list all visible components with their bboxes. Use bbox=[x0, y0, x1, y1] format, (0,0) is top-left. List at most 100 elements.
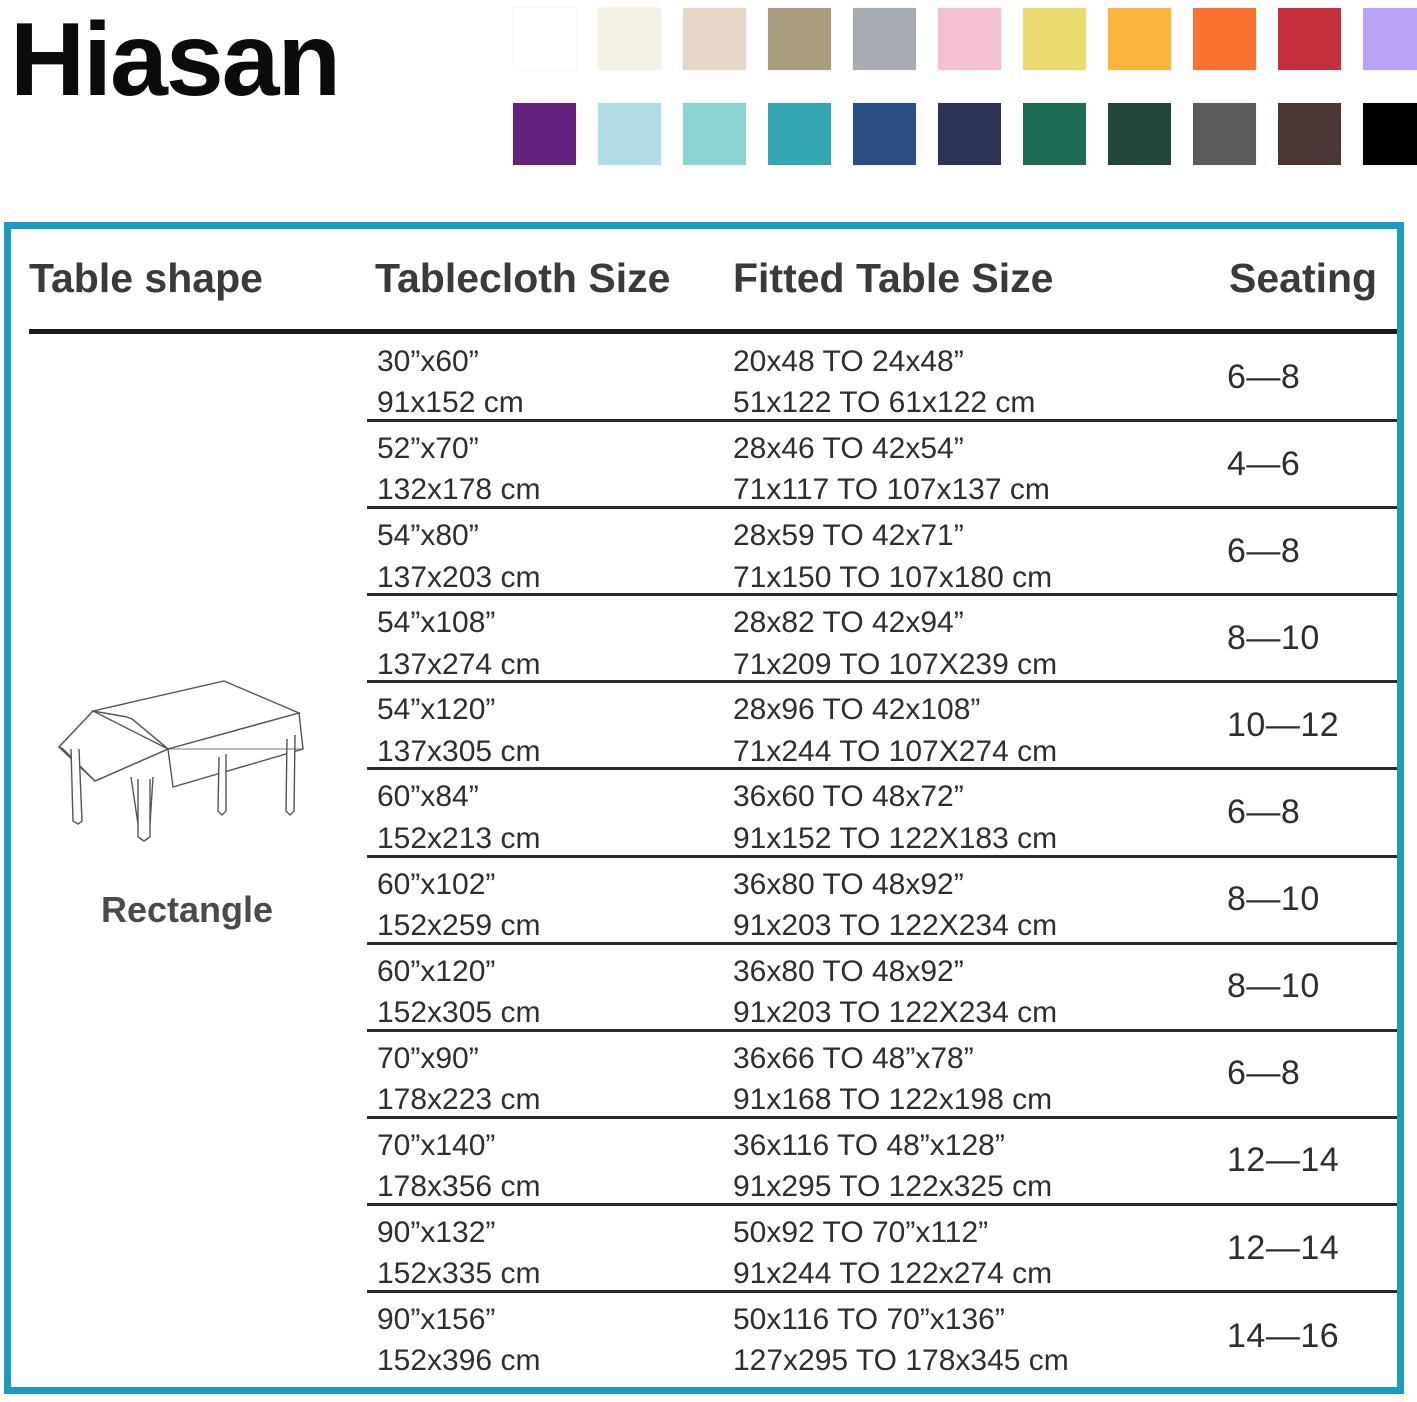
cell-fitted-table-size: 36x66 TO 48”x78” 91x168 TO 122x198 cm bbox=[733, 1038, 1052, 1121]
cell-fitted-table-size: 28x59 TO 42x71” 71x150 TO 107x180 cm bbox=[733, 515, 1052, 598]
color-swatch-lavender[interactable] bbox=[1363, 8, 1417, 70]
tablecloth-size-cm: 91x152 cm bbox=[377, 386, 524, 420]
fitted-size-cm: 71x209 TO 107X239 cm bbox=[733, 647, 1058, 681]
cell-tablecloth-size: 70”x140” 178x356 cm bbox=[377, 1125, 540, 1208]
fitted-size-cm: 91x168 TO 122x198 cm bbox=[733, 1083, 1053, 1117]
tablecloth-size-cm: 132x178 cm bbox=[377, 473, 541, 507]
tablecloth-size-cm: 152x305 cm bbox=[377, 996, 541, 1030]
color-swatch-golden-yellow[interactable] bbox=[1108, 8, 1171, 70]
cell-fitted-table-size: 28x96 TO 42x108” 71x244 TO 107X274 cm bbox=[733, 689, 1057, 772]
cell-seating: 12—14 bbox=[1227, 1141, 1340, 1180]
tablecloth-size-inches: 60”x84” bbox=[377, 780, 479, 814]
color-swatch-blue[interactable] bbox=[853, 103, 916, 165]
color-swatch-gray[interactable] bbox=[853, 8, 916, 70]
tablecloth-size-inches: 30”x60” bbox=[377, 345, 479, 378]
swatch-row-1 bbox=[513, 8, 1417, 70]
header-band: Hiasan bbox=[0, 0, 1417, 200]
color-swatch-emerald[interactable] bbox=[1023, 103, 1086, 165]
cell-seating: 10—12 bbox=[1227, 705, 1340, 744]
table-row: 54”x80” 137x203 cm 28x59 TO 42x71” 71x150 T… bbox=[367, 509, 1397, 598]
fitted-size-inches: 36x80 TO 48x92” bbox=[733, 867, 964, 901]
fitted-size-inches: 28x96 TO 42x108” bbox=[733, 693, 981, 727]
color-swatch-beige[interactable] bbox=[683, 8, 746, 70]
cell-seating: 14—16 bbox=[1227, 1317, 1340, 1356]
tablecloth-size-cm: 152x213 cm bbox=[377, 821, 541, 855]
tablecloth-size-cm: 152x396 cm bbox=[377, 1344, 541, 1378]
fitted-size-cm: 71x244 TO 107X274 cm bbox=[733, 734, 1058, 768]
fitted-size-inches: 36x60 TO 48x72” bbox=[733, 780, 964, 814]
tablecloth-size-inches: 60”x120” bbox=[377, 954, 496, 988]
color-swatch-dark-gray[interactable] bbox=[1193, 103, 1256, 165]
fitted-size-inches: 50x92 TO 70”x112” bbox=[733, 1215, 989, 1249]
cell-fitted-table-size: 28x46 TO 42x54” 71x117 TO 107x137 cm bbox=[733, 428, 1050, 511]
table-row: 90”x156” 152x396 cm 50x116 TO 70”x136” 127x… bbox=[367, 1293, 1397, 1380]
table-row: 60”x84” 152x213 cm 36x60 TO 48x72” 91x152 T… bbox=[367, 770, 1397, 859]
fitted-size-inches: 36x80 TO 48x92” bbox=[733, 954, 964, 988]
tablecloth-size-inches: 70”x140” bbox=[377, 1128, 496, 1162]
cell-tablecloth-size: 60”x102” 152x259 cm bbox=[377, 864, 540, 947]
tablecloth-size-inches: 54”x80” bbox=[377, 519, 479, 553]
color-swatch-red[interactable] bbox=[1278, 8, 1341, 70]
tablecloth-size-inches: 90”x132” bbox=[377, 1215, 496, 1249]
header-divider-rule bbox=[29, 329, 1397, 334]
fitted-size-inches: 28x59 TO 42x71” bbox=[733, 519, 964, 553]
color-swatch-taupe[interactable] bbox=[768, 8, 831, 70]
fitted-size-inches: 28x46 TO 42x54” bbox=[733, 432, 964, 466]
color-swatch-orange[interactable] bbox=[1193, 8, 1256, 70]
cell-fitted-table-size: 50x92 TO 70”x112” 91x244 TO 122x274 cm bbox=[733, 1212, 1052, 1295]
tablecloth-size-cm: 137x203 cm bbox=[377, 560, 541, 594]
cell-tablecloth-size: 60”x120” 152x305 cm bbox=[377, 951, 540, 1034]
color-swatch-navy[interactable] bbox=[938, 103, 1001, 165]
fitted-size-cm: 91x295 TO 122x325 cm bbox=[733, 1170, 1053, 1204]
cell-seating: 8—10 bbox=[1227, 618, 1320, 657]
cell-seating: 6—8 bbox=[1227, 1054, 1301, 1093]
cell-tablecloth-size: 70”x90” 178x223 cm bbox=[377, 1038, 540, 1121]
rectangle-table-illustration bbox=[57, 680, 304, 842]
cell-tablecloth-size: 52”x70” 132x178 cm bbox=[377, 428, 540, 511]
fitted-size-inches: 36x66 TO 48”x78” bbox=[733, 1041, 974, 1075]
tablecloth-size-cm: 178x223 cm bbox=[377, 1083, 541, 1117]
color-swatch-white[interactable] bbox=[513, 8, 576, 70]
table-shape-cell: Rectangle bbox=[11, 669, 363, 931]
cell-tablecloth-size: 54”x108” 137x274 cm bbox=[377, 602, 540, 685]
color-swatch-aqua[interactable] bbox=[683, 103, 746, 165]
tablecloth-size-cm: 137x274 cm bbox=[377, 647, 541, 681]
table-row: 30”x60” 91x152 cm 20x48 TO 24x48” 51x122 TO… bbox=[367, 335, 1397, 424]
cell-tablecloth-size: 60”x84” 152x213 cm bbox=[377, 776, 540, 859]
tablecloth-size-cm: 137x305 cm bbox=[377, 734, 541, 768]
cell-fitted-table-size: 36x80 TO 48x92” 91x203 TO 122X234 cm bbox=[733, 951, 1057, 1034]
tablecloth-size-inches: 52”x70” bbox=[377, 432, 479, 466]
cell-seating: 6—8 bbox=[1227, 531, 1301, 570]
column-header-fitted-table-size: Fitted Table Size bbox=[733, 255, 1054, 301]
column-header-tablecloth-size: Tablecloth Size bbox=[375, 255, 671, 301]
fitted-size-inches: 20x48 TO 24x48” bbox=[733, 345, 964, 378]
color-swatch-pink[interactable] bbox=[938, 8, 1001, 70]
color-swatch-yellow[interactable] bbox=[1023, 8, 1086, 70]
color-swatch-purple[interactable] bbox=[513, 103, 576, 165]
table-row: 90”x132” 152x335 cm 50x92 TO 70”x112” 91x24… bbox=[367, 1206, 1397, 1295]
table-row: 52”x70” 132x178 cm 28x46 TO 42x54” 71x117 T… bbox=[367, 422, 1397, 511]
fitted-size-inches: 28x82 TO 42x94” bbox=[733, 606, 964, 640]
swatch-row-2 bbox=[513, 103, 1417, 165]
fitted-size-cm: 51x122 TO 61x122 cm bbox=[733, 386, 1036, 420]
color-swatch-ivory[interactable] bbox=[598, 8, 661, 70]
color-swatch-black[interactable] bbox=[1363, 103, 1417, 165]
tablecloth-size-inches: 70”x90” bbox=[377, 1041, 479, 1075]
tablecloth-size-cm: 178x356 cm bbox=[377, 1170, 541, 1204]
cell-tablecloth-size: 54”x120” 137x305 cm bbox=[377, 689, 540, 772]
fitted-size-cm: 91x152 TO 122X183 cm bbox=[733, 821, 1058, 855]
cell-fitted-table-size: 20x48 TO 24x48” 51x122 TO 61x122 cm bbox=[733, 341, 1035, 424]
color-swatch-light-blue[interactable] bbox=[598, 103, 661, 165]
fitted-size-cm: 91x203 TO 122X234 cm bbox=[733, 908, 1058, 942]
fitted-size-inches: 50x116 TO 70”x136” bbox=[733, 1303, 1005, 1337]
cell-seating: 12—14 bbox=[1227, 1228, 1340, 1267]
cell-fitted-table-size: 36x116 TO 48”x128” 91x295 TO 122x325 cm bbox=[733, 1125, 1052, 1208]
table-row: 70”x140” 178x356 cm 36x116 TO 48”x128” 91x2… bbox=[367, 1119, 1397, 1206]
color-swatch-teal[interactable] bbox=[768, 103, 831, 165]
table-row: 60”x120” 152x305 cm 36x80 TO 48x92” 91x203 … bbox=[367, 945, 1397, 1032]
fitted-size-cm: 71x117 TO 107x137 cm bbox=[733, 473, 1050, 507]
color-swatch-dark-brown[interactable] bbox=[1278, 103, 1341, 165]
cell-tablecloth-size: 54”x80” 137x203 cm bbox=[377, 515, 540, 598]
column-header-seating: Seating bbox=[1229, 255, 1378, 301]
color-swatch-dark-green[interactable] bbox=[1108, 103, 1171, 165]
